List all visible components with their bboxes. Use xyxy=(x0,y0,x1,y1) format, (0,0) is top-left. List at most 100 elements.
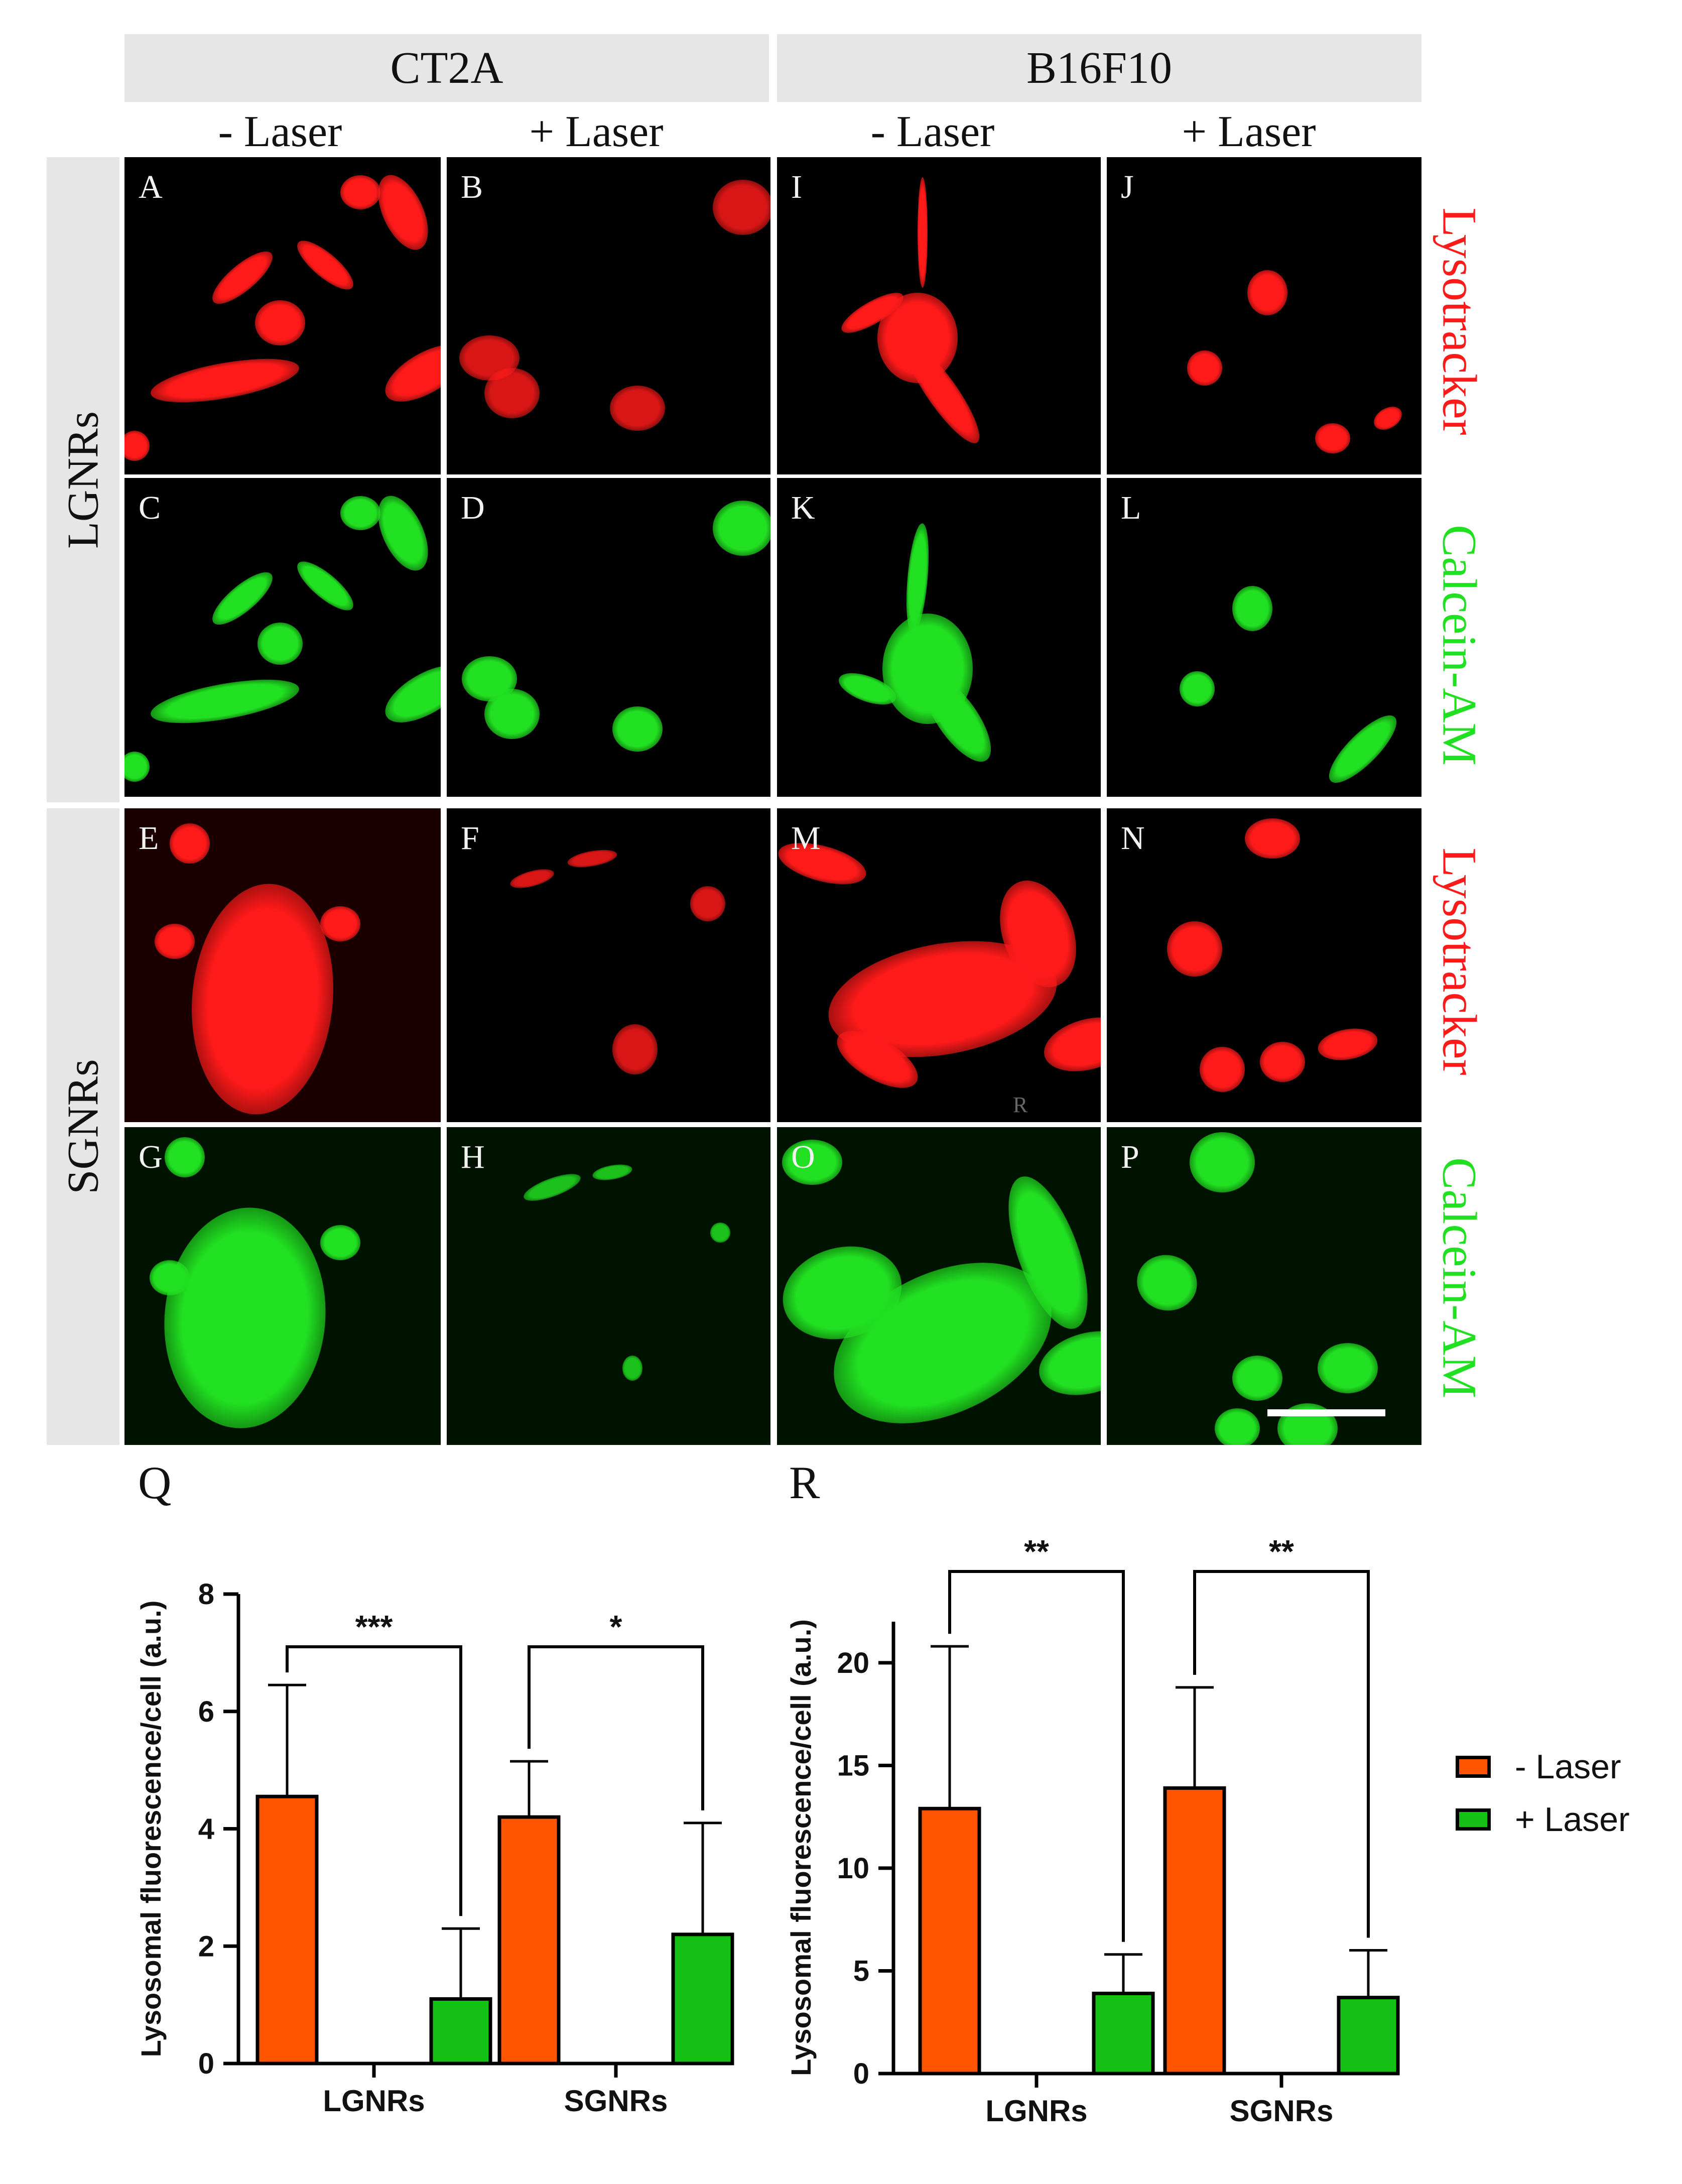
legend-swatch-minus-laser xyxy=(1456,1756,1491,1778)
legend-item-minus-laser: - Laser xyxy=(1456,1747,1621,1786)
legend-swatch-plus-laser xyxy=(1456,1808,1491,1831)
significance-label: ** xyxy=(1024,1533,1049,1569)
x-tick-label: LGNRs xyxy=(985,2094,1087,2128)
micrograph-panel-j: J xyxy=(1107,157,1421,474)
column-title-b16f10: B16F10 xyxy=(1026,43,1173,93)
calcein-stained-cell xyxy=(150,1260,190,1295)
lysotracker-stained-cell xyxy=(566,846,618,871)
lysotracker-stained-cell xyxy=(290,233,360,297)
lysotracker-stained-cell xyxy=(918,177,928,288)
calcein-stained-cell xyxy=(782,1140,842,1185)
panel-letter: E xyxy=(139,820,159,857)
micrograph-panel-c: C xyxy=(124,478,441,797)
bar-chart-r: Lysosomal fluorescence/cell (a.u.) 0 5 10 15… xyxy=(785,1533,1400,2128)
y-tick-label: 0 xyxy=(198,2047,214,2080)
panel-letter: M xyxy=(791,820,821,857)
bar xyxy=(429,1997,492,2066)
micrograph-panel-h: H xyxy=(447,1127,770,1445)
calcein-stained-cell xyxy=(1130,1248,1204,1317)
micrograph-panel-o: O xyxy=(777,1127,1101,1445)
bar-chart-q: Lysosomal fluorescence/cell (a.u.) 0 2 4 6 8 L… xyxy=(135,1578,734,2118)
lysotracker-stained-cell xyxy=(690,886,725,921)
micrograph-panel-e: E xyxy=(124,808,441,1122)
lysotracker-stained-cell xyxy=(340,175,380,209)
row-label-lgnrs: LGNRs xyxy=(59,411,107,549)
lysotracker-stained-cell xyxy=(1315,423,1350,453)
micrograph-panel-f: F xyxy=(447,808,770,1122)
lysotracker-stained-cell xyxy=(713,180,770,235)
panel-letter: F xyxy=(461,820,479,857)
calcein-stained-cell xyxy=(1232,1356,1282,1401)
y-tick-label: 8 xyxy=(198,1578,214,1611)
y-tick-label: 2 xyxy=(198,1930,214,1963)
calcein-stained-cell xyxy=(612,706,663,752)
calcein-stained-cell xyxy=(1215,1408,1260,1445)
y-tick-label: 0 xyxy=(853,2057,869,2090)
y-tick-label: 6 xyxy=(198,1695,214,1728)
calcein-stained-cell xyxy=(340,496,380,530)
panel-letter: H xyxy=(461,1139,485,1175)
condition-label: + Laser xyxy=(1182,107,1316,156)
panel-letter: L xyxy=(1121,490,1141,526)
chart-letter-q: Q xyxy=(138,1457,172,1508)
stain-label-lysotracker: Lysotracker xyxy=(1433,207,1487,435)
y-tick-label: 15 xyxy=(837,1749,869,1782)
lysotracker-stained-cell xyxy=(148,350,302,411)
panel-letter: D xyxy=(461,490,485,526)
column-header-b16f10: B16F10 xyxy=(777,34,1421,102)
panel-letter: I xyxy=(791,169,802,205)
calcein-stained-cell xyxy=(1232,586,1272,631)
y-tick-label: 4 xyxy=(198,1813,214,1846)
calcein-stained-cell xyxy=(1320,706,1405,792)
micrograph-panel-k: K xyxy=(777,478,1101,797)
lysotracker-stained-cell xyxy=(155,924,195,959)
lysotracker-stained-cell xyxy=(1200,1047,1245,1092)
scale-bar xyxy=(1267,1409,1385,1416)
chart-legend: - Laser + Laser xyxy=(1456,1747,1666,1858)
calcein-stained-cell xyxy=(710,1223,730,1243)
column-title-ct2a: CT2A xyxy=(390,43,503,93)
column-header-ct2a: CT2A xyxy=(124,34,769,102)
calcein-stained-cell xyxy=(1318,1343,1378,1393)
micrograph-panel-i: I xyxy=(777,157,1101,474)
x-tick-label: LGNRs xyxy=(323,2084,425,2118)
significance-label: ** xyxy=(1269,1533,1294,1569)
calcein-stained-cell xyxy=(591,1162,633,1183)
bar xyxy=(1163,1786,1226,2076)
calcein-stained-cell xyxy=(205,564,280,633)
calcein-stained-cell xyxy=(376,654,441,734)
row-header-sgnrs: SGNRs xyxy=(47,808,119,1445)
calcein-stained-cell xyxy=(622,1356,642,1381)
calcein-stained-cell xyxy=(155,1200,335,1435)
condition-label: - Laser xyxy=(870,107,995,156)
lysotracker-stained-cell xyxy=(205,243,280,312)
significance-bracket xyxy=(1193,1570,1370,1938)
bar xyxy=(255,1794,319,2066)
calcein-stained-cell xyxy=(521,1168,584,1206)
micrograph-panel-d: D xyxy=(447,478,770,797)
lysotracker-stained-cell xyxy=(484,368,540,418)
x-tick-label: SGNRs xyxy=(564,2084,668,2118)
significance-bracket xyxy=(948,1570,1125,1942)
stray-mark: R xyxy=(1013,1093,1028,1117)
row-label-sgnrs: SGNRs xyxy=(59,1059,107,1194)
calcein-stained-cell xyxy=(290,554,360,618)
y-axis-title: Lysosomal fluorescence/cell (a.u.) xyxy=(135,1601,167,2057)
calcein-stained-cell xyxy=(713,501,770,556)
bar xyxy=(1337,1996,1400,2076)
lysotracker-stained-cell xyxy=(612,1024,658,1074)
lysotracker-stained-cell xyxy=(1370,402,1406,435)
lysotracker-stained-cell xyxy=(170,823,210,864)
panel-letter: A xyxy=(139,169,163,205)
lysotracker-stained-cell xyxy=(1187,350,1222,386)
stain-label-lysotracker: Lysotracker xyxy=(1433,847,1487,1075)
legend-label: - Laser xyxy=(1515,1748,1621,1786)
panel-letter: G xyxy=(139,1139,163,1175)
row-header-lgnrs: LGNRs xyxy=(47,157,119,802)
lysotracker-stained-cell xyxy=(376,333,441,413)
lysotracker-stained-cell xyxy=(182,878,343,1121)
bar xyxy=(497,1815,561,2066)
calcein-stained-cell xyxy=(165,1137,205,1177)
y-tick-label: 5 xyxy=(853,1955,869,1987)
